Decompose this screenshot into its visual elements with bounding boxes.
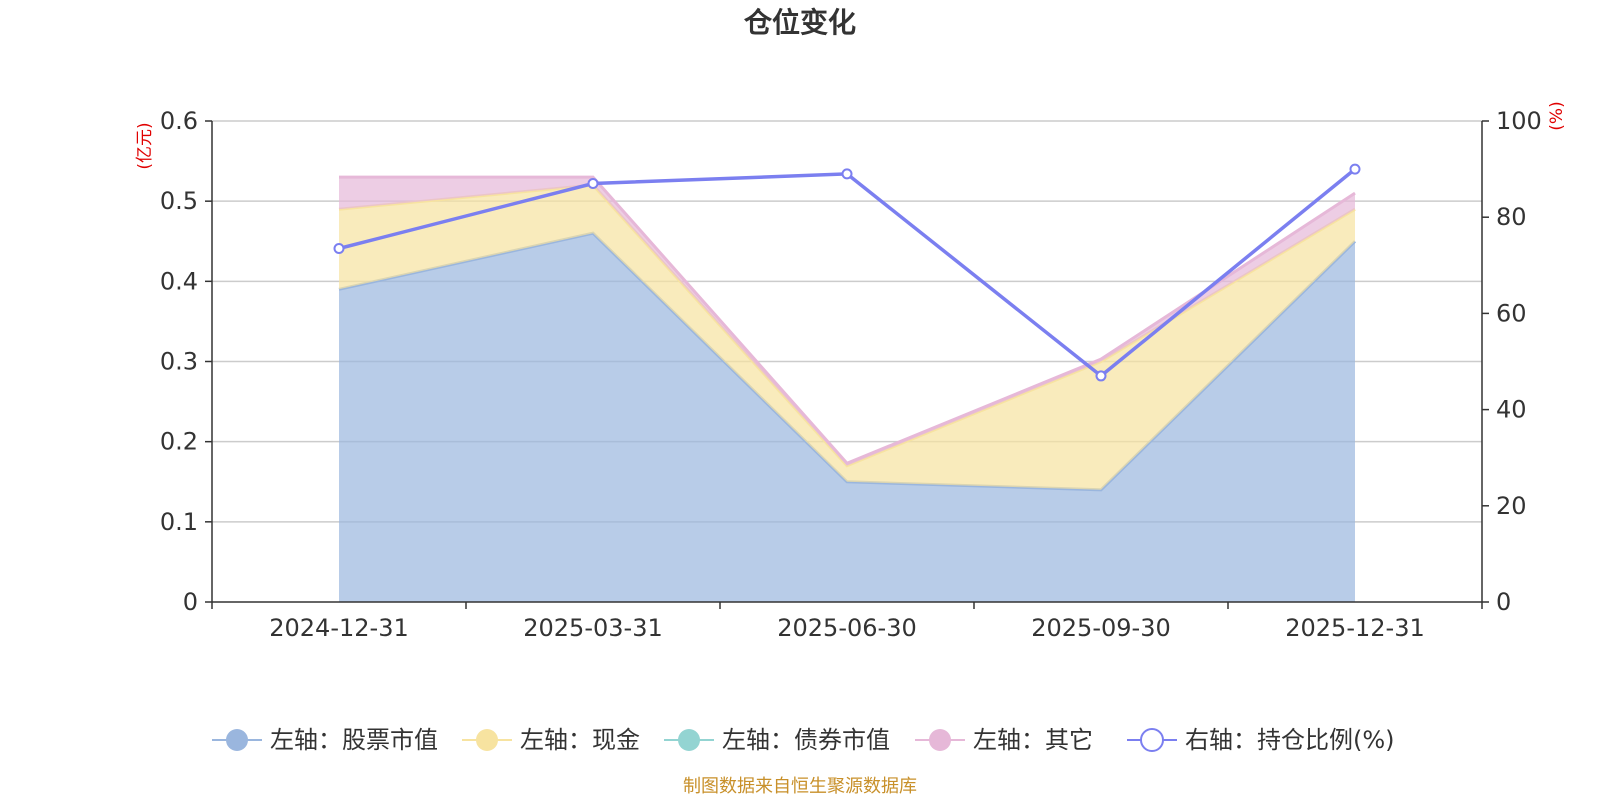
right-tick-label-5: 100 xyxy=(1496,107,1542,135)
left-axis-unit: (亿元) xyxy=(135,122,155,169)
x-tick-label-1: 2025-03-31 xyxy=(523,614,662,642)
chart-title: 仓位变化 xyxy=(744,6,856,39)
area-series-0 xyxy=(339,233,1355,602)
legend-marker-2 xyxy=(678,729,700,751)
ratio-point-0 xyxy=(333,242,345,254)
legend-label-0: 左轴：股票市值 xyxy=(270,726,438,754)
legend-item-0: 左轴：股票市值 xyxy=(212,726,438,754)
right-tick-label-4: 80 xyxy=(1496,203,1527,231)
left-tick-label-3: 0.3 xyxy=(160,348,198,376)
legend-marker-4 xyxy=(1140,728,1164,752)
stacked-areas xyxy=(338,175,1357,602)
left-tick-label-6: 0.6 xyxy=(160,107,198,135)
left-tick-label-5: 0.5 xyxy=(160,187,198,215)
left-tick-label-2: 0.2 xyxy=(160,428,198,456)
legend-label-2: 左轴：债券市值 xyxy=(722,726,890,754)
legend-label-4: 右轴：持仓比例(%) xyxy=(1185,726,1395,754)
right-tick-label-3: 60 xyxy=(1496,299,1527,327)
legend-item-3: 左轴：其它 xyxy=(915,726,1093,754)
x-tick-label-3: 2025-09-30 xyxy=(1031,614,1170,642)
right-tick-label-1: 20 xyxy=(1496,492,1527,520)
legend: 左轴：股票市值 左轴：现金 左轴：债券市值 左轴：其它 右轴：持仓比例(%) xyxy=(212,726,1395,754)
legend-marker-1 xyxy=(476,729,498,751)
x-tick-label-4: 2025-12-31 xyxy=(1285,614,1424,642)
left-tick-label-1: 0.1 xyxy=(160,508,198,536)
right-axis-unit: (%) xyxy=(1547,101,1567,130)
x-tick-label-2: 2025-06-30 xyxy=(777,614,916,642)
ratio-line-layer xyxy=(333,163,1361,382)
legend-item-1: 左轴：现金 xyxy=(462,726,640,754)
legend-item-2: 左轴：债券市值 xyxy=(664,726,890,754)
ratio-point-4 xyxy=(1349,163,1361,175)
legend-label-1: 左轴：现金 xyxy=(520,726,640,754)
left-tick-label-0: 0 xyxy=(183,588,198,616)
axes: 0 0.1 0.2 0.3 0.4 0.5 0.6 0 20 40 60 80 100 2024-12-3… xyxy=(160,107,1542,642)
legend-item-4: 右轴：持仓比例(%) xyxy=(1127,726,1395,754)
ratio-point-2 xyxy=(841,168,853,180)
data-source-note: 制图数据来自恒生聚源数据库 xyxy=(683,776,917,797)
right-tick-label-2: 40 xyxy=(1496,396,1527,424)
right-tick-label-0: 0 xyxy=(1496,588,1511,616)
area-series-3-edge xyxy=(339,175,1356,466)
legend-label-3: 左轴：其它 xyxy=(973,726,1093,754)
left-tick-label-4: 0.4 xyxy=(160,267,198,295)
ratio-point-1 xyxy=(587,178,599,190)
area-series-1 xyxy=(339,185,1355,490)
legend-marker-3 xyxy=(929,729,951,751)
legend-marker-0 xyxy=(226,729,248,751)
x-tick-label-0: 2024-12-31 xyxy=(269,614,408,642)
ratio-point-3 xyxy=(1095,370,1107,382)
